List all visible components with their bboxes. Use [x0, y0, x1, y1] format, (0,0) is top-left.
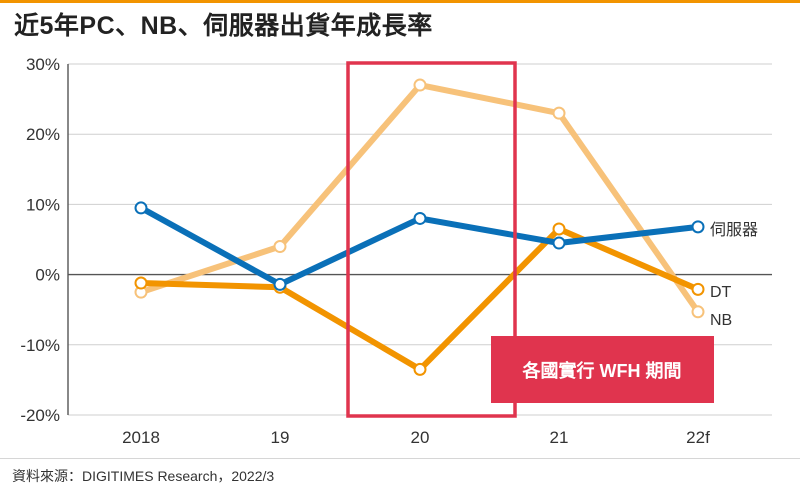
data-point-dt: [413, 362, 427, 376]
x-tick-label: 21: [550, 428, 569, 447]
y-tick-label: 10%: [26, 195, 60, 214]
footer-divider: [0, 458, 800, 459]
x-axis-ticks: 2018 19 20 21 22f: [122, 428, 710, 447]
x-tick-label: 2018: [122, 428, 160, 447]
y-tick-label: 20%: [26, 125, 60, 144]
x-tick-label: 19: [271, 428, 290, 447]
data-point-dt: [691, 282, 705, 296]
data-point-server: [691, 220, 705, 234]
top-accent-rule: [0, 0, 800, 3]
series-label-nb: NB: [710, 312, 732, 329]
source-note: 資料來源：DIGITIMES Research，2022/3: [12, 468, 275, 484]
data-point-nb: [552, 106, 566, 120]
y-tick-label: -20%: [20, 406, 60, 425]
chart-title: 近5年PC、NB、伺服器出貨年成長率: [14, 12, 433, 40]
series-lines: [138, 82, 701, 373]
y-tick-label: 30%: [26, 55, 60, 74]
data-point-nb: [413, 78, 427, 92]
data-point-server: [273, 277, 287, 291]
y-axis-ticks: 30% 20% 10% 0% -10% -20%: [20, 55, 60, 425]
series-label-dt: DT: [710, 284, 732, 301]
series-line-nb: [138, 82, 701, 315]
wfh-highlight-box: [346, 61, 517, 418]
series-points: [134, 78, 705, 376]
wfh-badge: [491, 336, 714, 403]
data-point-server: [413, 211, 427, 225]
wfh-badge-label: 各國實行 WFH 期間: [522, 360, 682, 381]
y-tick-label: -10%: [20, 336, 60, 355]
data-point-server: [552, 236, 566, 250]
x-tick-label: 20: [411, 428, 430, 447]
data-point-server: [134, 201, 148, 215]
y-tick-label: 0%: [35, 266, 60, 285]
series-label-server: 伺服器: [710, 221, 758, 239]
data-point-dt: [552, 222, 566, 236]
data-point-nb: [691, 305, 705, 319]
data-point-dt: [134, 276, 148, 290]
series-labels: NB DT 伺服器: [710, 221, 758, 329]
x-tick-label: 22f: [686, 428, 710, 447]
data-point-nb: [273, 240, 287, 254]
